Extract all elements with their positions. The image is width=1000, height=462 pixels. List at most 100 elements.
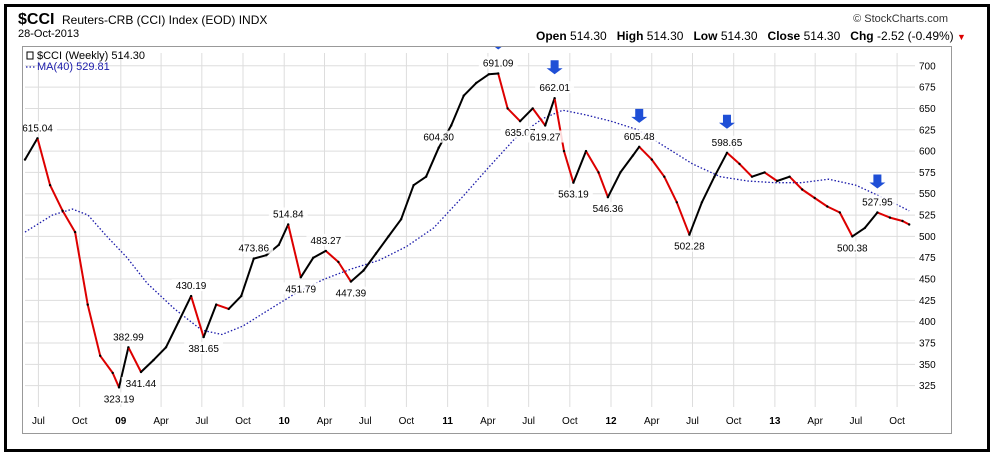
price-segment [177,295,192,323]
x-tick-label: 09 [115,416,127,427]
price-point [826,205,829,208]
annotation-label: 604.30 [423,133,454,144]
price-point [287,223,290,226]
price-segment [362,252,377,272]
price-point [675,201,678,204]
y-tick-label: 550 [919,189,936,200]
price-point [888,216,892,219]
price-point [362,269,365,272]
annotation-label: 473.86 [238,244,269,255]
price-point [23,158,27,161]
annotation-bg [306,233,346,246]
plot-area: 325 350 375 400 425 450 475 500 525 550 575 600 625 6… [18,35,952,434]
price-segment [325,250,340,263]
price-point [86,303,89,306]
price-point [202,335,205,339]
price-segment [287,224,302,278]
price-segment [838,212,854,237]
price-segment [597,172,609,198]
annotation-label: 527.95 [862,198,893,209]
index-name: Reuters-CRB (CCI) Index (EOD) [62,13,236,27]
annotation-label: 635.07 [505,128,536,139]
price-point [312,256,315,259]
price-segment [127,346,142,373]
price-segment [701,176,716,203]
y-tick-label: 325 [919,381,936,392]
annotation-label: 563.19 [558,190,589,201]
price-segment [632,146,641,156]
price-point [36,137,39,140]
annotation-label: 500.38 [837,243,868,254]
annotation-label: 605.48 [624,132,655,143]
price-segment [902,220,910,226]
y-tick-label: 700 [919,61,936,72]
y-tick-label: 525 [919,211,936,222]
y-tick-label: 425 [919,296,936,307]
price-point [750,175,754,178]
down-arrow-marker [631,108,648,123]
annotation-bg [419,130,459,143]
price-segment [663,176,678,203]
price-point [638,145,641,148]
price-point [399,218,403,221]
x-tick-label: Apr [153,416,169,427]
price-point [801,188,804,191]
price-segment [619,154,634,173]
x-tick-label: Jul [32,416,45,427]
legend-entry: $CCI (Weekly) 514.30 [37,50,145,62]
price-segment [36,138,52,186]
annotation-bg [669,239,709,252]
legend-entry: MA(40) 529.81 [37,61,110,73]
annotation-label: 341.44 [126,379,157,390]
price-point [48,184,52,187]
price-point [553,97,556,100]
price-segment [190,295,205,338]
price-point [437,146,440,149]
annotation-label: 514.84 [273,209,304,220]
price-point [584,149,588,153]
price-segment [726,152,741,165]
price-point [127,346,130,349]
down-arrow-marker [869,174,886,189]
price-segment [497,73,509,109]
price-segment [864,211,879,229]
price-segment [99,355,114,374]
annotation-label: 546.36 [593,204,624,215]
price-point [462,94,465,97]
annotation-label: 615.04 [23,123,53,134]
annotation-label: 381.65 [188,344,219,355]
price-segment [387,218,402,237]
price-point [374,252,378,255]
price-segment [253,254,267,260]
x-tick-label: Jul [850,416,863,427]
chart-date: 28-Oct-2013 [18,28,80,40]
ma40-line [24,109,910,336]
annotation-bg [832,241,872,254]
open-label: Open [536,29,567,43]
annotation-bg [554,187,593,200]
x-tick-label: Oct [726,416,742,427]
high-value: 514.30 [646,29,684,43]
x-tick-label: 10 [279,416,291,427]
x-tick-label: Jul [195,416,208,427]
annotation-label: 619.27 [530,133,561,144]
price-point [487,73,490,76]
annotation-label: 483.27 [311,236,342,247]
annotation-bg [109,330,148,343]
price-segment [488,72,499,76]
annotation-bg [857,195,897,208]
price-point [450,124,453,127]
price-point [562,149,566,153]
low-value: 514.30 [720,29,758,43]
price-point [139,370,143,374]
price-point [619,171,622,174]
price-point [688,233,691,236]
price-segment [74,231,89,305]
price-point [725,151,729,154]
price-point [324,249,327,253]
price-segment [140,359,155,373]
price-point [713,175,716,178]
high-label: High [616,29,644,43]
x-tick-label: Oct [562,416,578,427]
price-segment [751,171,765,178]
